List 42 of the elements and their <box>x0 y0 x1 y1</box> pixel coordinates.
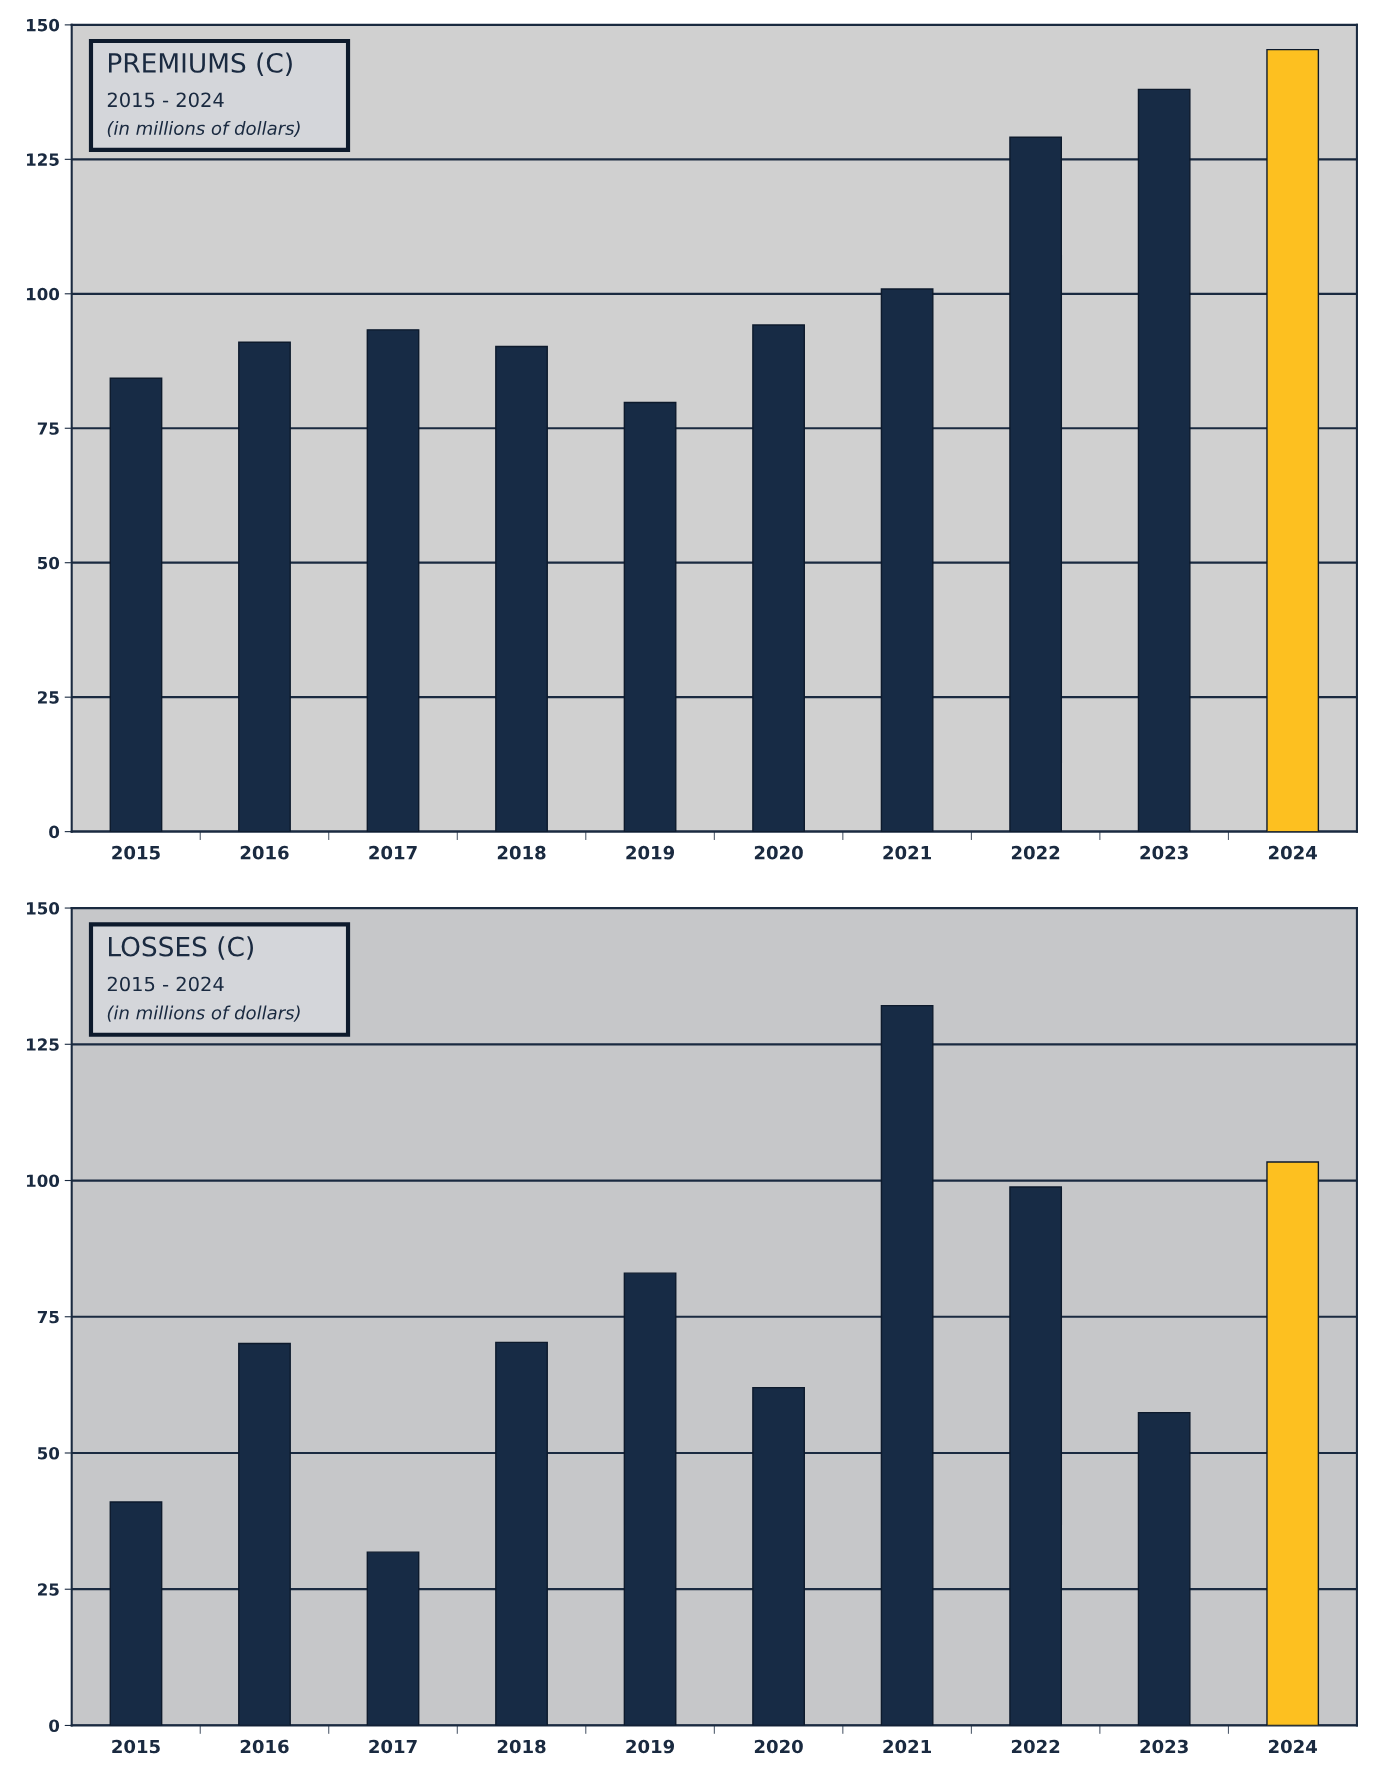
y-tick-label: 0 <box>49 1719 60 1733</box>
y-tick-label: 100 <box>26 287 60 301</box>
x-tick-label: 2017 <box>369 1739 417 1754</box>
y-tick-label: 50 <box>38 556 60 570</box>
y-tick-label: 0 <box>49 825 60 839</box>
x-tick-label: 2017 <box>369 845 417 860</box>
text: 2015 - 2024 <box>107 976 224 992</box>
text: PREMIUMS (C) <box>109 52 292 76</box>
x-tick-label: 2018 <box>497 845 546 860</box>
x-tick-label: 2023 <box>1140 1739 1188 1754</box>
bar <box>1266 1161 1320 1726</box>
x-tick-label: 2020 <box>754 1739 803 1754</box>
x-tick-label: 2015 <box>112 845 160 860</box>
x-tick-label: 2024 <box>1268 845 1317 860</box>
y-tick-label: 150 <box>26 902 60 915</box>
y-tick-label: 125 <box>26 153 59 166</box>
x-tick-label: 2015 <box>112 1739 160 1754</box>
y-tick-label: 75 <box>37 422 59 435</box>
text: LOSSES (C) <box>109 936 253 960</box>
x-tick-label: 2021 <box>883 845 931 860</box>
x-tick-label: 2019 <box>626 845 675 860</box>
x-tick-label: 2018 <box>497 1739 546 1754</box>
y-tick-label: 25 <box>38 1583 59 1596</box>
x-tick-label: 2022 <box>1011 845 1060 860</box>
y-tick-label: 125 <box>26 1038 59 1051</box>
y-tick-label: 150 <box>26 18 60 32</box>
x-tick-label: 2021 <box>883 1739 931 1754</box>
y-tick-label: 100 <box>26 1174 60 1188</box>
y-tick-label: 75 <box>37 1310 59 1324</box>
annotation: (in millions of dollars) <box>107 121 300 138</box>
x-tick-label: 2023 <box>1140 845 1188 860</box>
x-tick-label: 2016 <box>240 845 289 860</box>
x-tick-label: 2016 <box>240 1739 289 1754</box>
x-tick-label: 2024 <box>1268 1739 1317 1754</box>
text: 2015 - 2024 <box>107 92 224 108</box>
x-tick-label: 2022 <box>1011 1739 1060 1754</box>
x-tick-label: 2019 <box>626 1739 675 1754</box>
x-tick-label: 2020 <box>754 845 803 860</box>
y-tick-label: 25 <box>38 691 59 704</box>
annotation: (in millions of dollars) <box>107 1005 300 1022</box>
y-tick-label: 50 <box>38 1446 60 1460</box>
bar <box>1266 48 1320 832</box>
